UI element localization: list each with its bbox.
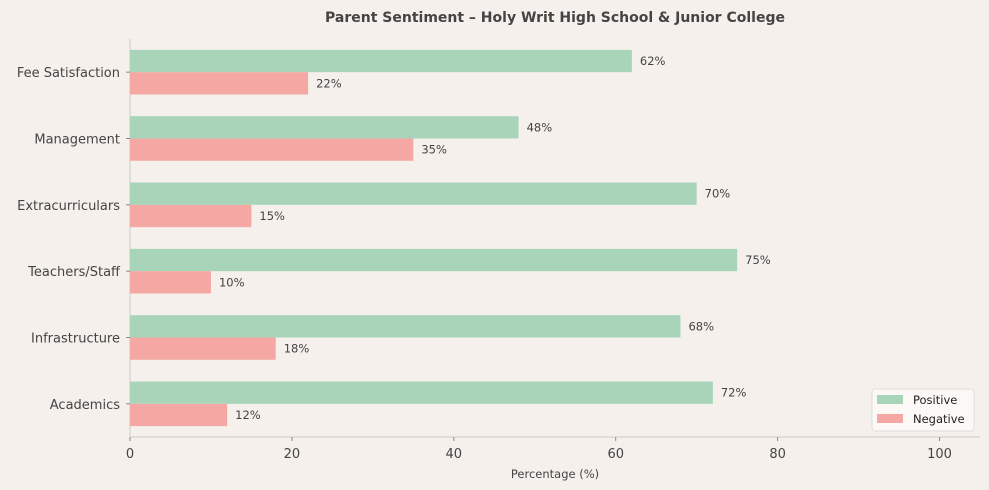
data-label: 48%: [527, 120, 553, 134]
bar-positive: [130, 381, 713, 404]
data-label: 62%: [640, 54, 666, 68]
bar-negative: [130, 337, 276, 360]
bar-negative: [130, 403, 228, 427]
y-tick-label: Extracurriculars: [17, 199, 120, 214]
y-tick-label: Academics: [50, 398, 120, 413]
data-label: 12%: [235, 408, 261, 422]
data-label: 75%: [745, 253, 771, 267]
data-label: 70%: [705, 187, 731, 201]
bar-negative: [130, 271, 211, 294]
bar-negative: [130, 204, 252, 228]
x-tick-label: 100: [927, 447, 952, 462]
data-label: 68%: [688, 319, 714, 333]
data-label: 35%: [421, 143, 447, 157]
data-label: 22%: [316, 76, 342, 90]
y-tick-label: Teachers/Staff: [27, 265, 121, 280]
data-label: 10%: [219, 275, 245, 289]
x-tick-label: 40: [446, 447, 463, 462]
bar-positive: [130, 315, 681, 338]
bar-negative: [130, 72, 309, 95]
bar-positive: [130, 248, 738, 272]
legend-label: Negative: [913, 412, 965, 426]
y-tick-label: Infrastructure: [31, 332, 120, 347]
data-label: 72%: [721, 386, 747, 400]
legend-swatch-positive: [877, 395, 903, 404]
bar-negative: [130, 138, 414, 161]
chart-title: Parent Sentiment – Holy Writ High School…: [325, 10, 785, 26]
data-label: 15%: [259, 209, 285, 223]
legend-label: Positive: [913, 393, 957, 407]
x-tick-label: 80: [769, 447, 786, 462]
data-label: 18%: [284, 342, 310, 356]
bar-positive: [130, 182, 697, 205]
x-axis-label: Percentage (%): [511, 467, 599, 481]
x-tick-label: 20: [284, 447, 301, 462]
y-tick-label: Management: [34, 133, 120, 148]
legend-swatch-negative: [877, 414, 903, 423]
bar-positive: [130, 49, 632, 73]
y-tick-label: Fee Satisfaction: [17, 66, 120, 81]
x-tick-label: 60: [607, 447, 624, 462]
bar-positive: [130, 116, 519, 139]
x-tick-label: 0: [126, 447, 134, 462]
